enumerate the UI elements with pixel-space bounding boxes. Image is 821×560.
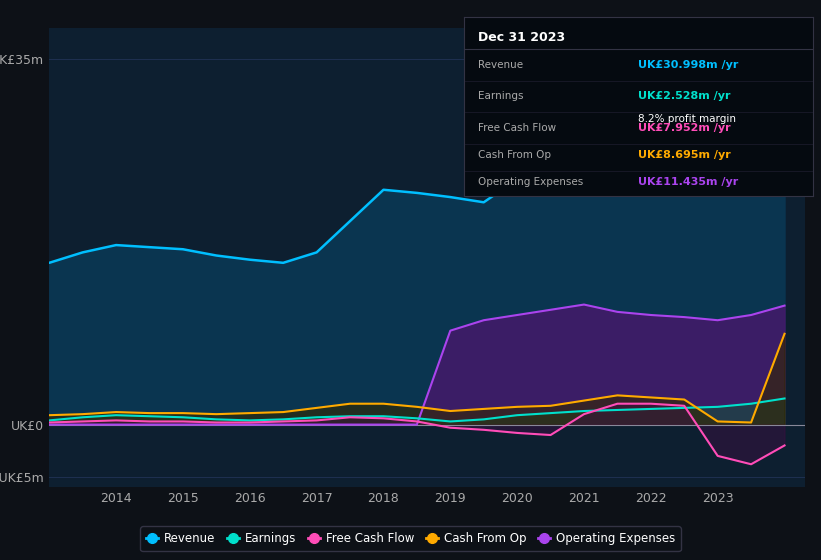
Text: 8.2% profit margin: 8.2% profit margin [639, 114, 736, 124]
Text: Revenue: Revenue [478, 60, 523, 70]
Text: Earnings: Earnings [478, 91, 523, 101]
Text: UK£30.998m /yr: UK£30.998m /yr [639, 60, 739, 70]
Text: Operating Expenses: Operating Expenses [478, 176, 583, 186]
Text: Dec 31 2023: Dec 31 2023 [478, 31, 565, 44]
Text: UK£2.528m /yr: UK£2.528m /yr [639, 91, 731, 101]
Text: UK£7.952m /yr: UK£7.952m /yr [639, 123, 731, 133]
Text: UK£8.695m /yr: UK£8.695m /yr [639, 150, 731, 160]
Legend: Revenue, Earnings, Free Cash Flow, Cash From Op, Operating Expenses: Revenue, Earnings, Free Cash Flow, Cash … [140, 526, 681, 551]
Text: UK£11.435m /yr: UK£11.435m /yr [639, 176, 739, 186]
Text: Cash From Op: Cash From Op [478, 150, 551, 160]
Text: Free Cash Flow: Free Cash Flow [478, 123, 556, 133]
